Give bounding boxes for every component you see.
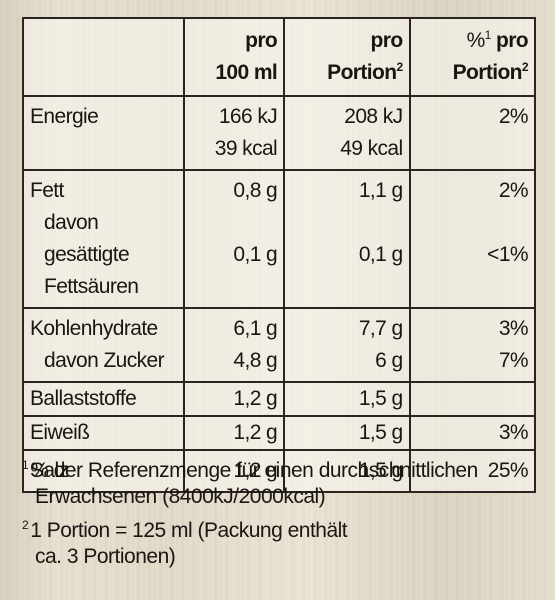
value-salz-100ml: 1,2 g [182, 449, 286, 493]
header-per-100ml: pro 100 ml [182, 17, 286, 97]
header-percent-line2: Portion [452, 61, 523, 84]
value-eiweiss-100ml: 1,2 g [182, 415, 286, 451]
footnote-1-mark: 1 [22, 458, 29, 472]
value-kh-percent: 3% 7% [408, 307, 537, 383]
value-ballast-portion: 1,5 g [283, 381, 411, 417]
header-percent-line1: pro [495, 29, 529, 52]
label-ballaststoffe: Ballaststoffe [22, 381, 185, 417]
row-fett: Fett davon gesättigte Fettsäuren 0,8 g 0… [22, 169, 537, 309]
nutrition-table: pro 100 ml pro Portion2 %1 pro Portion2 … [22, 17, 537, 493]
row-salz: Salz 1,2 g 1,5 g 25% [22, 449, 537, 493]
value-energie-percent: 2% [408, 95, 537, 171]
label-energie: Energie [22, 95, 185, 171]
header-per-100ml-line1: pro [245, 29, 278, 52]
header-percent-sign: % [466, 29, 486, 52]
footnote-2-line2: ca. 3 Portionen) [35, 545, 176, 568]
footnote-2: 21 Portion = 125 ml (Packung enthält ca.… [22, 518, 542, 570]
header-per-portion-sup: 2 [396, 60, 403, 74]
label-salz: Salz [22, 449, 185, 493]
label-kohlenhydrate: Kohlenhydrate davon Zucker [22, 307, 185, 383]
header-per-portion: pro Portion2 [283, 17, 411, 97]
value-eiweiss-portion: 1,5 g [283, 415, 411, 451]
value-energie-portion: 208 kJ 49 kcal [283, 95, 411, 171]
value-fett-percent: 2% <1% [408, 169, 537, 309]
value-salz-percent: 25% [408, 449, 537, 493]
header-percent-per-portion: %1 pro Portion2 [408, 17, 537, 97]
footnotes: 1% der Referenzmenge für einen durchschn… [22, 458, 542, 578]
label-eiweiss: Eiweiß [22, 415, 185, 451]
footnote-1-line1: % der Referenzmenge für einen durchschni… [30, 459, 478, 482]
header-empty-cell [22, 17, 185, 97]
table-header-row: pro 100 ml pro Portion2 %1 pro Portion2 [22, 17, 537, 97]
row-energie: Energie 166 kJ 39 kcal 208 kJ 49 kcal 2% [22, 95, 537, 171]
value-eiweiss-percent: 3% [408, 415, 537, 451]
value-kh-100ml: 6,1 g 4,8 g [182, 307, 286, 383]
value-ballast-100ml: 1,2 g [182, 381, 286, 417]
footnote-1: 1% der Referenzmenge für einen durchschn… [22, 458, 542, 510]
row-kohlenhydrate: Kohlenhydrate davon Zucker 6,1 g 4,8 g 7… [22, 307, 537, 383]
row-eiweiss: Eiweiß 1,2 g 1,5 g 3% [22, 415, 537, 451]
footnote-1-line2: Erwachsenen (8400kJ/2000kcal) [35, 485, 326, 508]
value-fett-portion: 1,1 g 0,1 g [283, 169, 411, 309]
header-per-100ml-line2: 100 ml [215, 61, 278, 84]
value-salz-portion: 1,5 g [283, 449, 411, 493]
value-ballast-percent [408, 381, 537, 417]
footnote-2-mark: 2 [22, 518, 29, 532]
label-fett: Fett davon gesättigte Fettsäuren [22, 169, 185, 309]
footnote-2-line1: 1 Portion = 125 ml (Packung enthält [30, 519, 348, 542]
header-percent-sup2: 2 [521, 60, 529, 74]
value-kh-portion: 7,7 g 6 g [283, 307, 411, 383]
header-per-portion-line1: pro [370, 29, 404, 52]
header-percent-sup: 1 [484, 28, 492, 42]
value-energie-100ml: 166 kJ 39 kcal [182, 95, 286, 171]
row-ballaststoffe: Ballaststoffe 1,2 g 1,5 g [22, 381, 537, 417]
value-fett-100ml: 0,8 g 0,1 g [182, 169, 286, 309]
header-per-portion-line2: Portion [327, 61, 397, 84]
